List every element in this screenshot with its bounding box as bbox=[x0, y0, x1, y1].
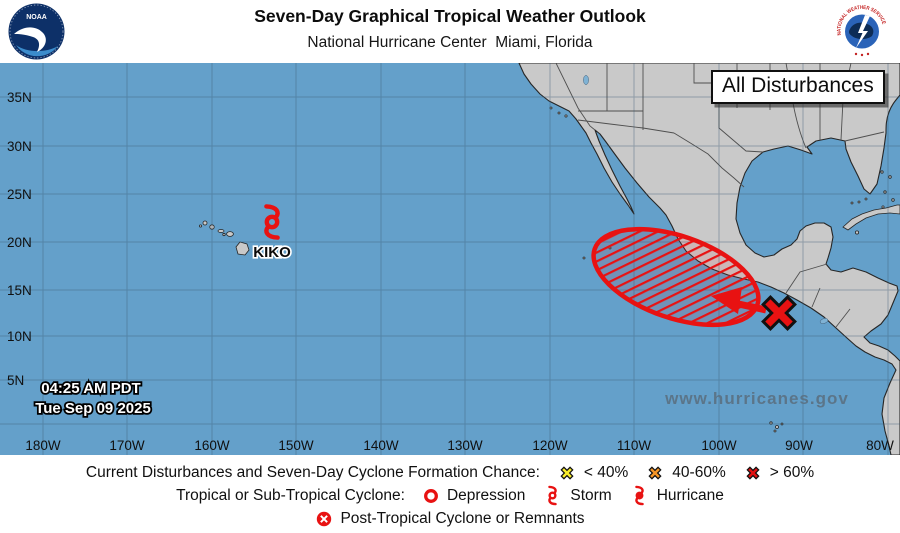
depression-icon bbox=[422, 487, 440, 505]
legend-row1-label: Current Disturbances and Seven-Day Cyclo… bbox=[85, 463, 540, 481]
svg-text:15N: 15N bbox=[7, 283, 32, 298]
noaa-logo-icon: NOAA bbox=[8, 3, 65, 60]
legend-post-tropical: Post-Tropical Cyclone or Remnants bbox=[340, 509, 585, 527]
nws-logo-icon: NATIONAL WEATHER SERVICE bbox=[834, 3, 890, 60]
post-tropical-icon bbox=[315, 510, 333, 528]
issuance-timestamp: 04:25 AM PDT Tue Sep 09 2025 bbox=[33, 378, 152, 419]
page-title: Seven-Day Graphical Tropical Weather Out… bbox=[254, 6, 646, 26]
svg-text:130W: 130W bbox=[447, 438, 483, 453]
latitude-labels: 35N 30N 25N 20N 15N 10N 5N bbox=[7, 90, 32, 388]
legend-hurricane: Hurricane bbox=[656, 486, 724, 504]
svg-text:140W: 140W bbox=[363, 438, 399, 453]
svg-text:35N: 35N bbox=[7, 90, 32, 105]
legend-chance-40-60: 40-60% bbox=[672, 463, 726, 481]
hurricanes-gov-watermark: www.hurricanes.gov bbox=[664, 389, 849, 408]
legend-row2-label: Tropical or Sub-Tropical Cyclone: bbox=[176, 486, 405, 504]
movement-arrow bbox=[711, 287, 767, 314]
orange-x-icon bbox=[645, 463, 665, 483]
svg-text:30N: 30N bbox=[7, 139, 32, 154]
svg-text:100W: 100W bbox=[701, 438, 737, 453]
map-canvas[interactable]: KIKO 35N 30N 25N 20N 15N 10N 5N 180W 170… bbox=[0, 63, 900, 455]
svg-text:150W: 150W bbox=[278, 438, 314, 453]
legend-storm: Storm bbox=[570, 486, 612, 504]
legend-row-formation-chance: Current Disturbances and Seven-Day Cyclo… bbox=[86, 461, 814, 484]
svg-text:170W: 170W bbox=[109, 438, 145, 453]
header: NOAA Seven-Day Graphical Tropical Weathe… bbox=[0, 0, 900, 63]
svg-text:Tue Sep 09 2025: Tue Sep 09 2025 bbox=[35, 400, 151, 417]
legend-chance-lt40: < 40% bbox=[583, 463, 629, 481]
svg-text:10N: 10N bbox=[7, 329, 32, 344]
storm-icon bbox=[542, 485, 563, 506]
legend-chance-gt60: > 60% bbox=[769, 463, 815, 481]
noaa-logo-text: NOAA bbox=[26, 14, 47, 21]
hurricane-icon bbox=[629, 485, 650, 506]
legend-row-cyclone-types: Tropical or Sub-Tropical Cyclone: Depres… bbox=[176, 484, 724, 507]
red-x-icon bbox=[743, 463, 763, 483]
svg-text:04:25 AM PDT: 04:25 AM PDT bbox=[41, 380, 140, 397]
all-disturbances-label: All Disturbances bbox=[711, 70, 885, 104]
lakes bbox=[583, 75, 829, 324]
svg-text:5N: 5N bbox=[7, 373, 24, 388]
outlook-map[interactable]: KIKO 35N 30N 25N 20N 15N 10N 5N 180W 170… bbox=[0, 63, 900, 455]
svg-text:110W: 110W bbox=[617, 438, 652, 453]
legend-row-post-tropical: Post-Tropical Cyclone or Remnants bbox=[315, 507, 585, 530]
svg-text:80W: 80W bbox=[866, 438, 894, 453]
page-subtitle: National Hurricane Center Miami, Florida bbox=[307, 34, 593, 51]
svg-text:120W: 120W bbox=[532, 438, 568, 453]
svg-text:20N: 20N bbox=[7, 235, 32, 250]
islands bbox=[198, 106, 900, 433]
legend-depression: Depression bbox=[446, 486, 526, 504]
legend: Current Disturbances and Seven-Day Cyclo… bbox=[0, 455, 900, 533]
yellow-x-icon bbox=[557, 463, 577, 483]
longitude-labels: 180W 170W 160W 150W 140W 130W 120W 110W … bbox=[25, 438, 894, 453]
svg-text:90W: 90W bbox=[785, 438, 813, 453]
svg-text:180W: 180W bbox=[25, 438, 61, 453]
storm-name-label: KIKO bbox=[253, 244, 291, 261]
svg-text:160W: 160W bbox=[194, 438, 230, 453]
svg-text:25N: 25N bbox=[7, 187, 32, 202]
